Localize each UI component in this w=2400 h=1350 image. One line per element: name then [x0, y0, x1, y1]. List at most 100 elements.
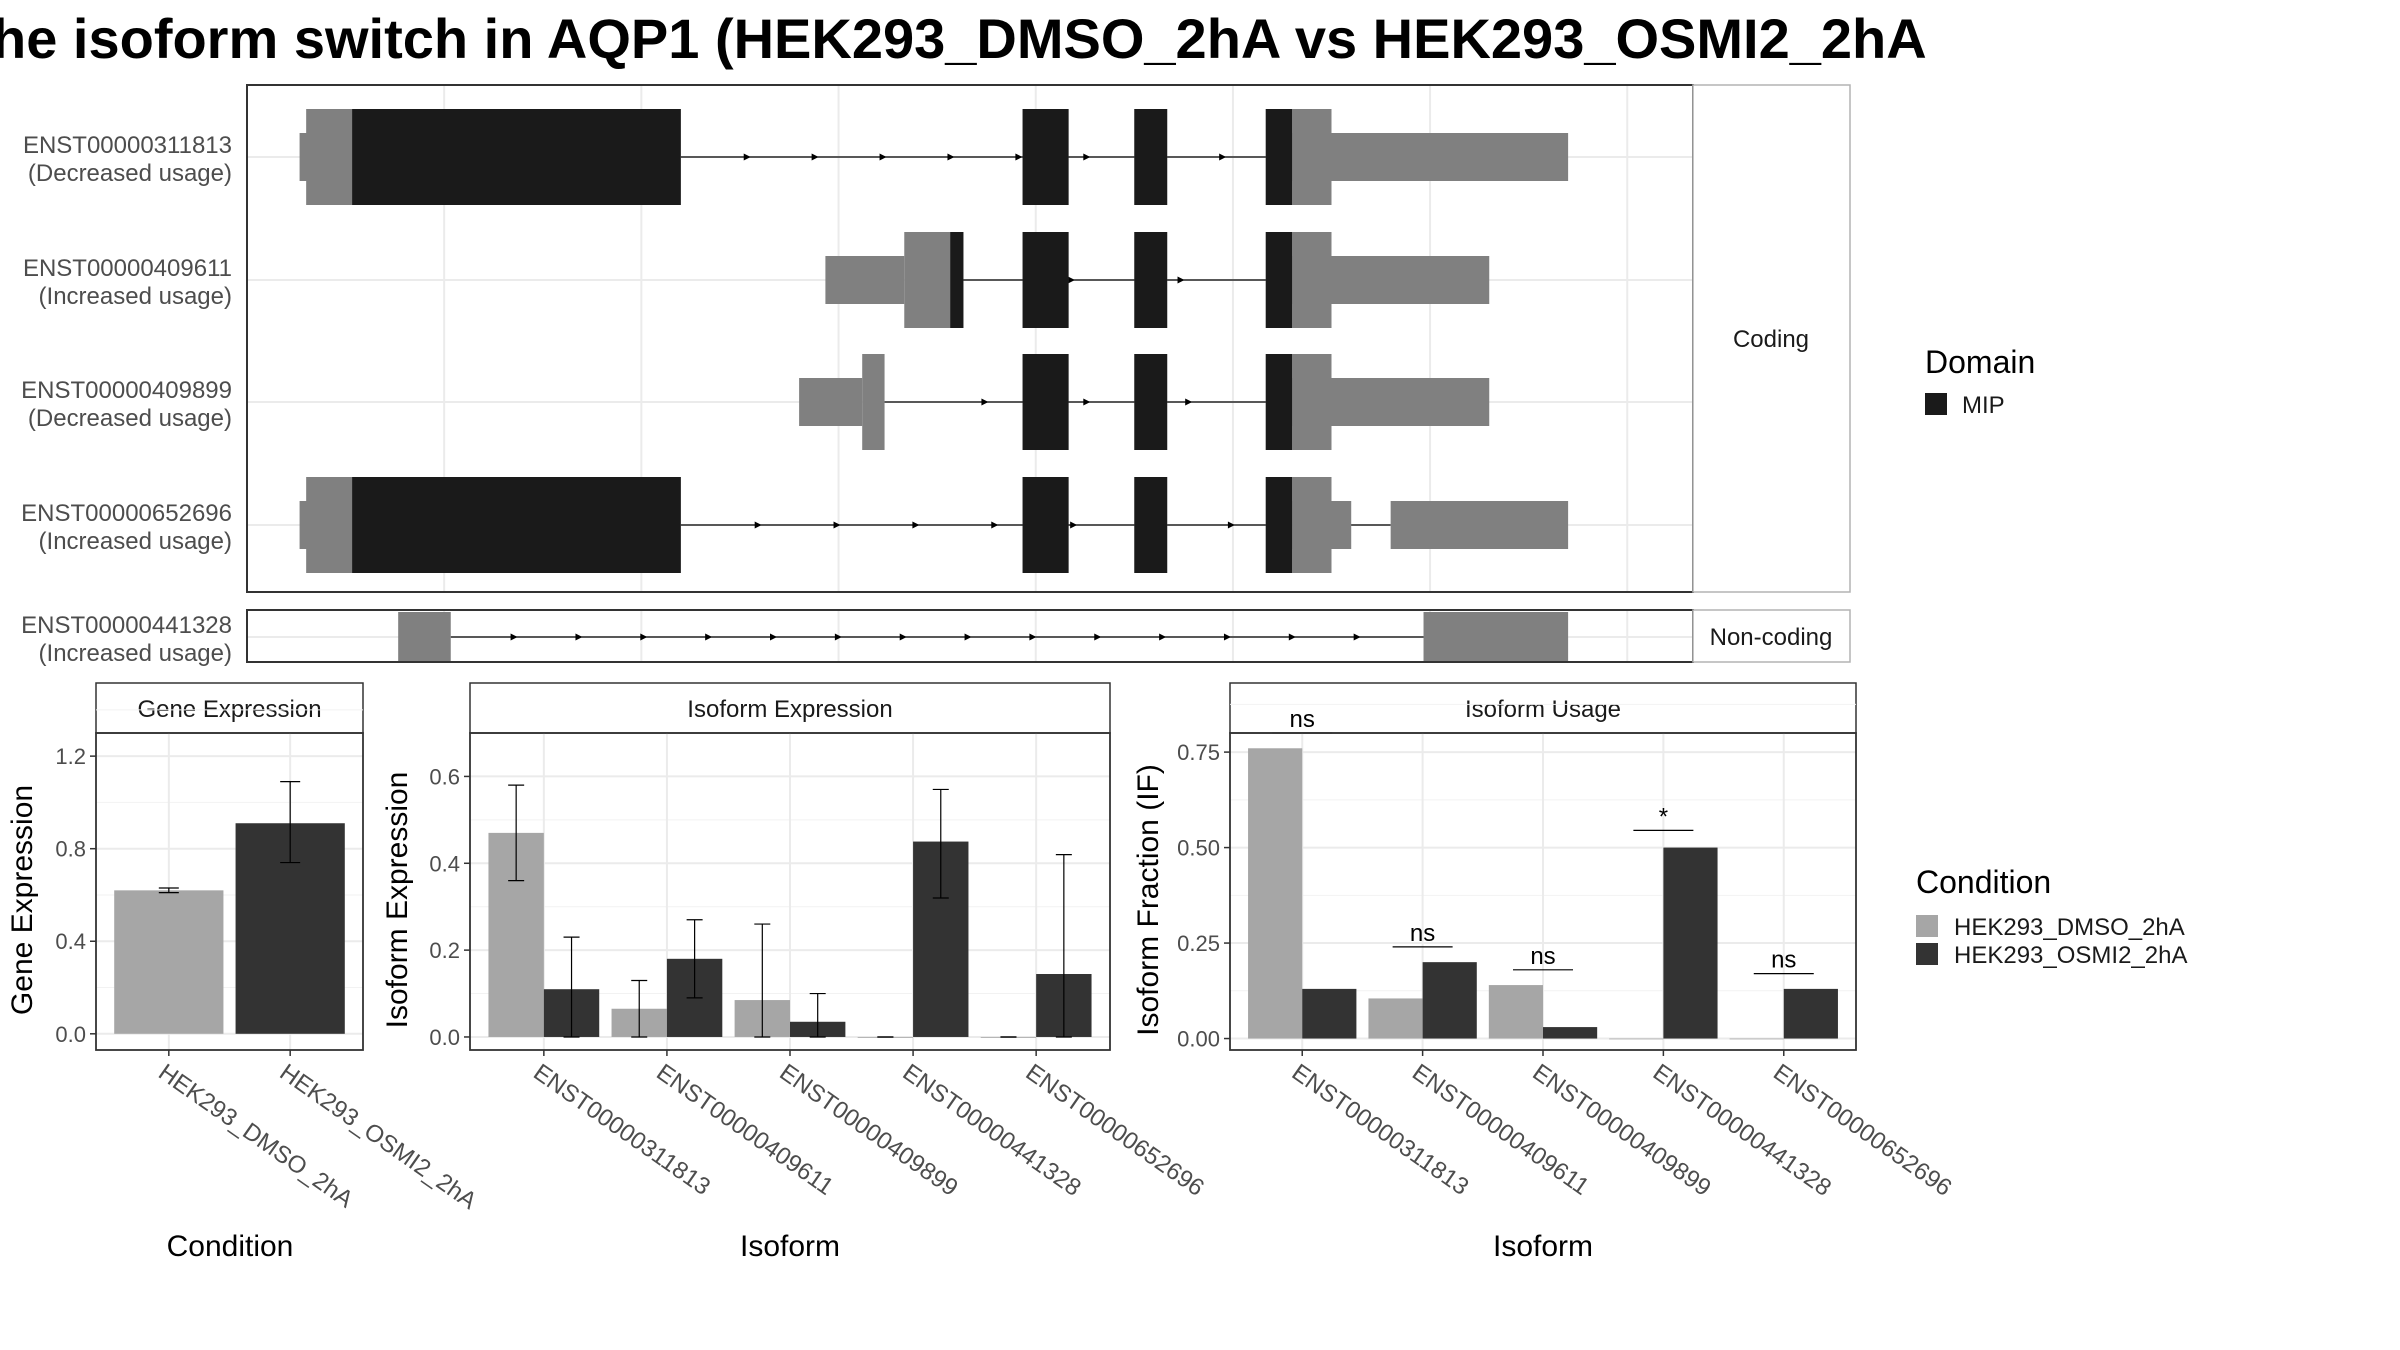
- condition-legend-key-osmi2: [1916, 943, 1938, 965]
- domain-mip: [1134, 232, 1168, 328]
- intron-direction-arrow: [1083, 398, 1091, 406]
- exon: [398, 612, 451, 662]
- strip-noncoding: [1692, 609, 1851, 663]
- condition-legend-label-osmi2: HEK293_OSMI2_2hA: [1954, 942, 2187, 969]
- intron-direction-arrow: [811, 153, 819, 161]
- intron-direction-arrow: [833, 521, 841, 529]
- transcript-usage-label: (Decreased usage): [28, 405, 232, 432]
- panel-strip: [1229, 682, 1857, 734]
- panel-strip: [95, 682, 364, 734]
- panel-frame: [469, 732, 1111, 1051]
- y-tick-label: 0.75: [1177, 740, 1220, 765]
- intron-direction-arrow: [1083, 153, 1091, 161]
- y-tick-label: 0.25: [1177, 931, 1220, 956]
- bar-dmso: [114, 890, 224, 1034]
- intron-direction-arrow: [964, 633, 972, 641]
- exon: [1423, 612, 1569, 662]
- intron-direction-arrow: [879, 153, 887, 161]
- exon: [1292, 109, 1332, 205]
- transcript-tracks: [299, 109, 1569, 662]
- intron-direction-arrow: [705, 633, 713, 641]
- transcript-ENST00000409611: [825, 232, 1490, 328]
- intron-direction-arrow: [1159, 633, 1167, 641]
- y-tick-label: 0.50: [1177, 836, 1220, 861]
- panel-strip-title: Isoform Expression: [687, 696, 892, 723]
- domain-mip: [352, 109, 681, 205]
- domain-mip: [1134, 354, 1168, 450]
- intron-direction-arrow: [743, 153, 751, 161]
- domain-mip: [1265, 477, 1293, 573]
- intron-direction-arrow: [1067, 276, 1075, 284]
- bar-osmi2: [1302, 988, 1357, 1039]
- exon: [1292, 477, 1332, 573]
- transcript-id-label: ENST00000441328: [21, 612, 232, 639]
- domain-mip: [352, 477, 681, 573]
- domain-mip: [1265, 109, 1293, 205]
- bar-osmi2: [1543, 1027, 1598, 1039]
- bar-osmi2: [1663, 847, 1718, 1039]
- x-tick-label: HEK293_DMSO_2hA: [153, 1059, 358, 1213]
- intron-direction-arrow: [1353, 633, 1361, 641]
- transcript-labels: ENST00000311813(Decreased usage)ENST0000…: [21, 132, 232, 667]
- transcript-ENST00000652696: [299, 477, 1569, 573]
- condition-legend-key-dmso: [1916, 915, 1938, 937]
- y-tick-label: 0.8: [55, 837, 86, 862]
- bar-dmso: [1729, 1038, 1784, 1040]
- intron-direction-arrow: [1094, 633, 1102, 641]
- domain-legend-label-mip: MIP: [1962, 392, 2005, 419]
- intron-direction-arrow: [1177, 276, 1185, 284]
- domain-mip: [1134, 477, 1168, 573]
- transcript-ENST00000409899: [799, 354, 1490, 450]
- domain-mip: [1022, 109, 1069, 205]
- strip-noncoding-label: Non-coding: [1710, 624, 1833, 651]
- intron-direction-arrow: [1185, 398, 1193, 406]
- domain-mip: [1134, 109, 1168, 205]
- y-tick-label: 0.4: [429, 851, 460, 876]
- panel-frame: [95, 732, 364, 1051]
- x-axis-title: Condition: [167, 1230, 294, 1263]
- intron-direction-arrow: [575, 633, 583, 641]
- transcript-usage-label: (Increased usage): [39, 640, 232, 667]
- isoform-usage-panel: Isoform Usage0.000.250.500.75nsnsns*nsEN…: [1132, 682, 1957, 1263]
- domain-mip: [950, 232, 964, 328]
- condition-legend: Condition HEK293_DMSO_2hA HEK293_OSMI2_2…: [1916, 864, 2187, 969]
- transcript-id-label: ENST00000652696: [21, 500, 232, 527]
- domain-mip: [1022, 354, 1069, 450]
- y-axis-title: Isoform Fraction (IF): [1132, 764, 1165, 1036]
- figure-title: he isoform switch in AQP1 (HEK293_DMSO_2…: [0, 7, 1927, 70]
- exon: [1292, 232, 1332, 328]
- significance-label: ns: [1530, 943, 1555, 970]
- intron-direction-arrow: [1029, 633, 1037, 641]
- significance-label: ns: [1410, 920, 1435, 947]
- transcript-usage-label: (Increased usage): [39, 283, 232, 310]
- strip-coding-label: Coding: [1733, 326, 1809, 353]
- exon: [799, 378, 863, 426]
- panel-strip-title: Isoform Usage: [1465, 696, 1621, 723]
- transcript-usage-label: (Increased usage): [39, 528, 232, 555]
- intron-direction-arrow: [899, 633, 907, 641]
- y-tick-label: 0.2: [429, 938, 460, 963]
- y-tick-label: 0.0: [429, 1025, 460, 1050]
- intron-direction-arrow: [1219, 153, 1227, 161]
- y-tick-label: 0.0: [55, 1022, 86, 1047]
- domain-mip: [1265, 232, 1293, 328]
- y-tick-label: 0.4: [55, 929, 86, 954]
- intron-direction-arrow: [510, 633, 518, 641]
- condition-legend-label-dmso: HEK293_DMSO_2hA: [1954, 914, 2185, 941]
- domain-legend: Domain MIP: [1925, 344, 2035, 419]
- significance-label: *: [1659, 803, 1668, 830]
- x-axis-title: Isoform: [1493, 1230, 1593, 1263]
- panel-frame: [1229, 732, 1857, 1051]
- bar-osmi2: [1783, 988, 1838, 1039]
- intron-direction-arrow: [754, 521, 762, 529]
- significance-label: ns: [1771, 947, 1796, 974]
- transcript-ENST00000441328: [398, 612, 1569, 662]
- strip-coding: [1692, 84, 1851, 593]
- exon: [1390, 501, 1569, 549]
- x-tick-label: HEK293_OSMI2_2hA: [275, 1059, 482, 1215]
- domain-legend-key-mip: [1925, 393, 1947, 415]
- exon: [299, 501, 353, 549]
- intron-direction-arrow: [1015, 153, 1023, 161]
- transcript-ENST00000311813: [299, 109, 1569, 205]
